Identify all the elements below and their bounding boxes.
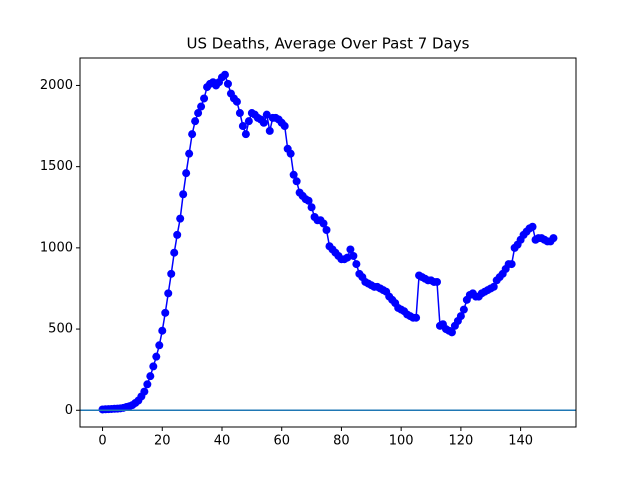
data-point	[191, 117, 200, 126]
data-point	[286, 149, 295, 158]
data-point	[149, 362, 158, 371]
data-point	[319, 219, 328, 228]
data-point	[352, 260, 361, 269]
y-tick-label: 1000	[40, 240, 73, 255]
data-point	[155, 341, 164, 350]
y-tick-label: 0	[65, 403, 73, 418]
x-tick-label: 0	[98, 434, 106, 449]
data-point	[304, 196, 313, 205]
data-point	[244, 117, 253, 126]
data-point	[220, 70, 229, 79]
data-point	[164, 289, 173, 298]
y-tick-label: 1500	[40, 159, 73, 174]
data-point	[188, 130, 197, 139]
x-tick-label: 20	[154, 434, 171, 449]
data-point	[185, 149, 194, 158]
data-point	[170, 248, 179, 257]
y-tick-label: 500	[48, 322, 73, 337]
data-point	[194, 109, 203, 118]
data-point	[489, 282, 498, 291]
chart-title: US Deaths, Average Over Past 7 Days	[187, 35, 470, 53]
data-point	[223, 79, 232, 88]
data-point	[167, 269, 176, 278]
data-point	[528, 222, 537, 231]
data-point	[507, 260, 516, 269]
data-point	[432, 277, 441, 286]
data-point	[158, 326, 167, 335]
data-point	[200, 94, 209, 103]
data-point	[197, 102, 206, 111]
data-point	[292, 177, 301, 186]
data-point	[176, 214, 185, 223]
data-point	[289, 170, 298, 179]
data-point	[459, 305, 468, 314]
data-point	[241, 130, 250, 139]
data-point	[152, 352, 161, 361]
data-point	[456, 312, 465, 321]
plot-frame	[79, 57, 577, 428]
data-point	[259, 118, 268, 127]
x-tick-label: 100	[389, 434, 414, 449]
data-point	[140, 387, 149, 396]
x-tick-label: 60	[273, 434, 290, 449]
data-point	[143, 380, 152, 389]
data-point	[262, 110, 271, 119]
y-tick-label: 2000	[40, 78, 73, 93]
data-point	[232, 97, 241, 106]
data-point	[346, 245, 355, 254]
data-point	[173, 230, 182, 239]
data-point	[179, 190, 188, 199]
data-point	[238, 122, 247, 131]
data-point	[307, 203, 316, 212]
x-tick-label: 140	[508, 434, 533, 449]
data-point	[265, 126, 274, 135]
data-point	[280, 122, 289, 131]
data-point	[349, 251, 358, 260]
x-tick-label: 120	[448, 434, 473, 449]
data-point	[447, 328, 456, 337]
x-tick-label: 40	[214, 434, 231, 449]
data-point	[412, 313, 421, 322]
data-point	[235, 109, 244, 118]
data-point	[549, 234, 558, 243]
x-tick-label: 80	[333, 434, 350, 449]
data-point	[182, 169, 191, 178]
data-line	[102, 73, 555, 411]
data-point	[161, 308, 170, 317]
data-point	[322, 225, 331, 234]
data-point	[146, 372, 155, 381]
